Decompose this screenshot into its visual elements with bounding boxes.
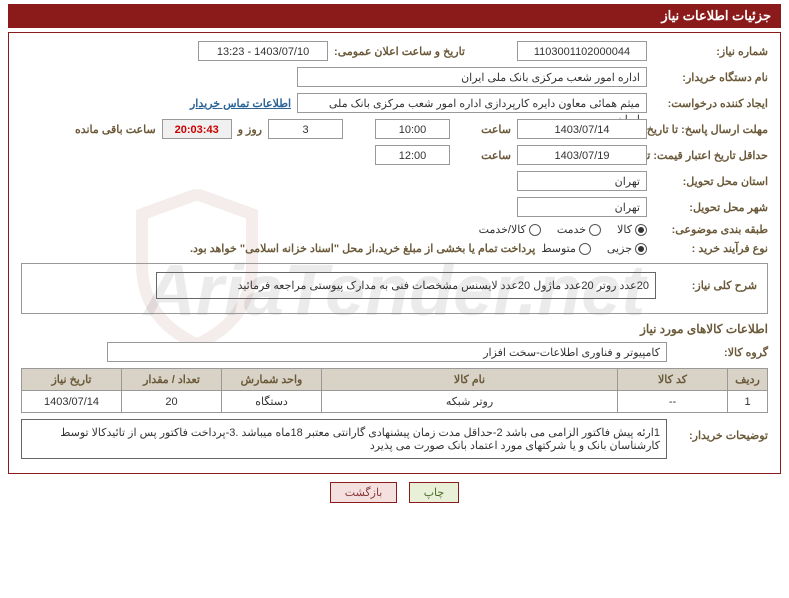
radio-partial[interactable] — [635, 243, 647, 255]
requester-label: ایجاد کننده درخواست: — [653, 97, 768, 110]
province-label: استان محل تحویل: — [653, 175, 768, 188]
buyer-org-value: اداره امور شعب مرکزی بانک ملی ایران — [297, 67, 647, 87]
validity-time: 12:00 — [375, 145, 450, 165]
group-value: کامپیوتر و فناوری اطلاعات-سخت افزار — [107, 342, 667, 362]
th-code: کد کالا — [618, 369, 728, 391]
deadline-label: مهلت ارسال پاسخ: تا تاریخ: — [653, 123, 768, 136]
cell-row: 1 — [728, 391, 768, 413]
process-note: پرداخت تمام یا بخشی از مبلغ خرید،از محل … — [190, 242, 535, 255]
announce-value: 1403/07/10 - 13:23 — [198, 41, 328, 61]
panel-header: جزئیات اطلاعات نیاز — [8, 4, 781, 28]
days-remaining: 3 — [268, 119, 343, 139]
time-label-2: ساعت — [456, 149, 511, 162]
cell-date: 1403/07/14 — [22, 391, 122, 413]
cell-code: -- — [618, 391, 728, 413]
goods-info-title: اطلاعات کالاهای مورد نیاز — [21, 322, 768, 336]
process-label: نوع فرآیند خرید : — [653, 242, 768, 255]
process-radio-group: جزیی متوسط — [541, 242, 647, 255]
buyer-org-label: نام دستگاه خریدار: — [653, 71, 768, 84]
category-radio-group: کالا خدمت کالا/خدمت — [479, 223, 647, 236]
need-no-label: شماره نیاز: — [653, 45, 768, 58]
deadline-time: 10:00 — [375, 119, 450, 139]
days-and-label: روز و — [238, 123, 262, 136]
buyer-notes: 1ارئه پیش فاکتور الزامی می باشد 2-حداقل … — [21, 419, 667, 459]
radio-goods[interactable] — [635, 224, 647, 236]
validity-label: حداقل تاریخ اعتبار قیمت: تا تاریخ: — [653, 149, 768, 162]
validity-date: 1403/07/19 — [517, 145, 647, 165]
th-date: تاریخ نیاز — [22, 369, 122, 391]
table-row: 1 -- روتر شبکه دستگاه 20 1403/07/14 — [22, 391, 768, 413]
category-label: طبقه بندی موضوعی: — [653, 223, 768, 236]
buyer-contact-link[interactable]: اطلاعات تماس خریدار — [190, 97, 291, 110]
radio-medium[interactable] — [579, 243, 591, 255]
announce-label: تاریخ و ساعت اعلان عمومی: — [334, 45, 465, 58]
countdown-timer: 20:03:43 — [162, 119, 232, 139]
radio-service-label: خدمت — [557, 223, 586, 236]
th-name: نام کالا — [322, 369, 618, 391]
back-button[interactable]: بازگشت — [330, 482, 398, 503]
time-label-1: ساعت — [456, 123, 511, 136]
th-row: ردیف — [728, 369, 768, 391]
cell-unit: دستگاه — [222, 391, 322, 413]
remaining-label: ساعت باقی مانده — [75, 123, 156, 136]
need-no-value: 1103001102000044 — [517, 41, 647, 61]
items-table: ردیف کد کالا نام کالا واحد شمارش تعداد /… — [21, 368, 768, 413]
radio-medium-label: متوسط — [541, 242, 576, 255]
province-value: تهران — [517, 171, 647, 191]
th-qty: تعداد / مقدار — [122, 369, 222, 391]
overall-fieldset: شرح کلی نیاز: 20عدد روتر 20عدد ماژول 20ع… — [21, 263, 768, 314]
city-value: تهران — [517, 197, 647, 217]
main-panel: شماره نیاز: 1103001102000044 تاریخ و ساع… — [8, 32, 781, 474]
requester-value: میثم همائی معاون دایره کارپردازی اداره ا… — [297, 93, 647, 113]
deadline-date: 1403/07/14 — [517, 119, 647, 139]
radio-both[interactable] — [529, 224, 541, 236]
city-label: شهر محل تحویل: — [653, 201, 768, 214]
radio-goods-label: کالا — [617, 223, 632, 236]
button-bar: چاپ بازگشت — [8, 482, 781, 503]
radio-service[interactable] — [589, 224, 601, 236]
print-button[interactable]: چاپ — [409, 482, 460, 503]
buyer-notes-label: توضیحات خریدار: — [673, 419, 768, 442]
radio-both-label: کالا/خدمت — [479, 223, 526, 236]
radio-partial-label: جزیی — [607, 242, 632, 255]
th-unit: واحد شمارش — [222, 369, 322, 391]
cell-name: روتر شبکه — [322, 391, 618, 413]
cell-qty: 20 — [122, 391, 222, 413]
overall-desc: 20عدد روتر 20عدد ماژول 20عدد لایسنس مشخص… — [156, 272, 656, 299]
group-label: گروه کالا: — [673, 346, 768, 359]
overall-label: شرح کلی نیاز: — [662, 279, 757, 292]
